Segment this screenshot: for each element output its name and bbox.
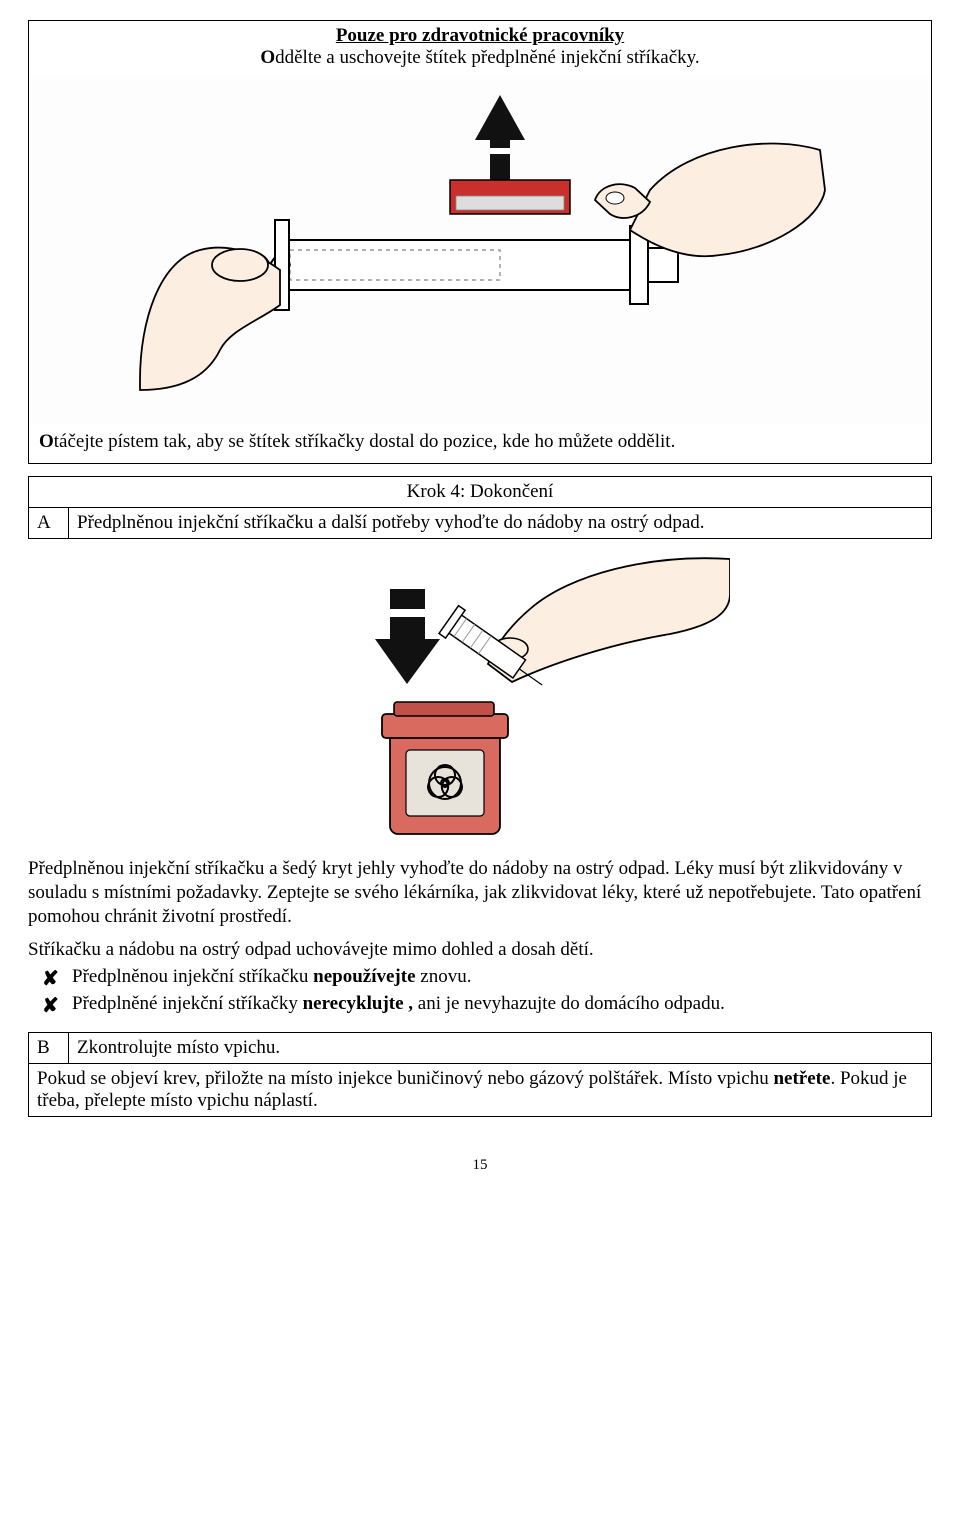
bullet-2: ✘ Předplněné injekční stříkačky nerecykl… [28, 993, 932, 1018]
step4-table: Krok 4: Dokončení A Předplněnou injekční… [28, 476, 932, 539]
b1-post: znovu. [416, 966, 472, 987]
page-number: 15 [28, 1157, 932, 1174]
bullet-1-text: Předplněnou injekční stříkačku nepoužíve… [72, 966, 471, 988]
b2-post: ani je nevyhazujte do domácího odpadu. [413, 993, 725, 1014]
warning-bullets: ✘ Předplněnou injekční stříkačku nepouží… [28, 966, 932, 1018]
syringe-label-svg [130, 90, 830, 410]
stepB-bold: netřete [773, 1068, 830, 1089]
stepB-table: B Zkontrolujte místo vpichu. Pokud se ob… [28, 1032, 932, 1117]
bullet-2-text: Předplněné injekční stříkačky nerecykluj… [72, 993, 725, 1015]
step4-title: Krok 4: Dokončení [29, 477, 932, 508]
stepB-pre: Pokud se objeví krev, přiložte na místo … [37, 1068, 773, 1089]
b2-bold: nerecyklujte , [303, 993, 413, 1014]
sharps-svg [230, 554, 730, 844]
caption-prefix: O [39, 431, 54, 452]
b1-pre: Předplněnou injekční stříkačku [72, 966, 313, 987]
caption-rest: táčejte pístem tak, aby se štítek stříka… [54, 431, 676, 452]
stepB-body: Pokud se objeví krev, přiložte na místo … [29, 1064, 932, 1117]
professionals-box: Pouze pro zdravotnické pracovníky Oddělt… [28, 20, 932, 464]
b1-bold: nepoužívejte [313, 966, 415, 987]
professionals-header: Pouze pro zdravotnické pracovníky [29, 21, 931, 47]
step4-a-letter: A [29, 508, 69, 539]
professionals-subtitle: Oddělte a uschovejte štítek předplněné i… [29, 47, 931, 75]
sharps-illustration [28, 549, 932, 849]
step4-a-text: Předplněnou injekční stříkačku a další p… [69, 508, 932, 539]
x-icon: ✘ [28, 993, 72, 1018]
disposal-paragraph: Předplněnou injekční stříkačku a šedý kr… [28, 857, 932, 928]
sub-rest: ddělte a uschovejte štítek předplněné in… [275, 47, 700, 68]
bullet-1: ✘ Předplněnou injekční stříkačku nepouží… [28, 966, 932, 991]
caption-1: Otáčejte pístem tak, aby se štítek střík… [29, 425, 931, 463]
stepB-text: Zkontrolujte místo vpichu. [69, 1033, 932, 1064]
x-icon: ✘ [28, 966, 72, 991]
sub-prefix: O [260, 47, 275, 68]
keep-away-paragraph: Stříkačku a nádobu na ostrý odpad uchová… [28, 938, 932, 962]
b2-pre: Předplněné injekční stříkačky [72, 993, 303, 1014]
label-removal-illustration [29, 75, 931, 425]
stepB-letter: B [29, 1033, 69, 1064]
